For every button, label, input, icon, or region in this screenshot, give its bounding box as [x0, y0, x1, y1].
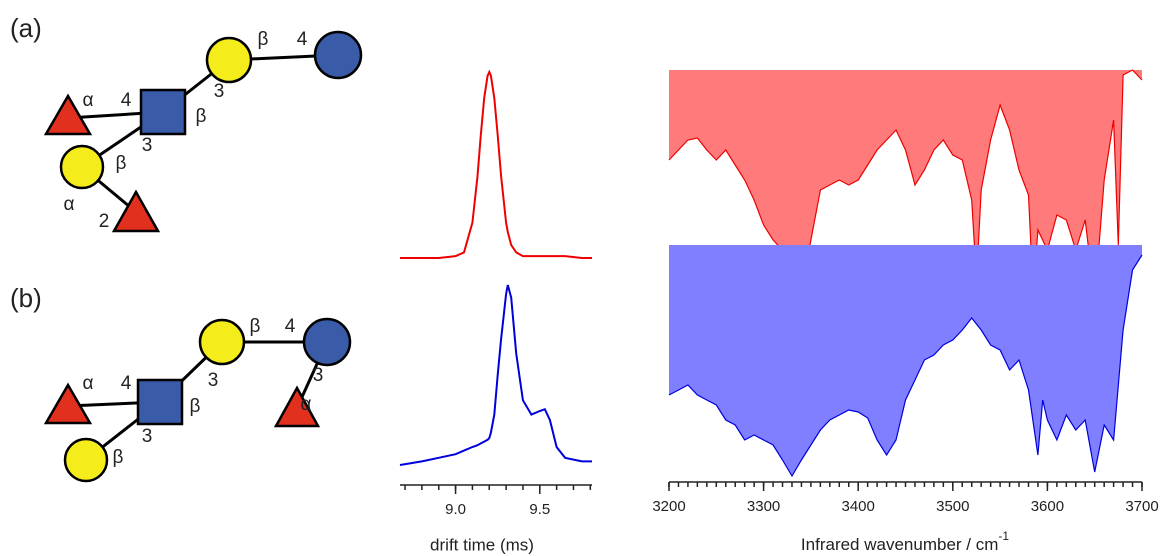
trace: [400, 69, 592, 259]
linkage: α: [83, 90, 94, 111]
galactose: [63, 437, 109, 483]
trace: [399, 284, 592, 466]
x-tick-label: 3300: [747, 498, 780, 515]
linkage: 4: [285, 316, 296, 337]
linkage: α: [64, 194, 75, 215]
linkage: 3: [313, 365, 324, 386]
glycan-b: (b) β 4 3 3 α β 4 α 3 β: [10, 283, 352, 483]
x-axis-label: drift time (ms): [430, 535, 534, 554]
linkage: 3: [214, 81, 225, 102]
galactose: [59, 144, 105, 190]
glucose: [302, 317, 352, 367]
area: [669, 245, 1142, 476]
x-tick-label: 9.0: [445, 501, 466, 518]
x-tick-label: 9.5: [529, 501, 550, 518]
x-tick-label: 3500: [936, 498, 969, 515]
glcnac: [139, 88, 187, 136]
linkage: β: [113, 447, 124, 468]
linkage: 3: [142, 135, 153, 156]
galactose: [205, 36, 253, 84]
glycan-a: (a) β 4 3 β 4 α 3 β α 2: [10, 13, 363, 233]
linkage: 4: [121, 90, 132, 111]
x-axis-label-superscript: -1: [998, 529, 1009, 543]
panel-label: (b): [10, 283, 42, 313]
fucose: [111, 189, 161, 233]
linkage: β: [250, 316, 261, 337]
x-tick-label: 3200: [652, 498, 685, 515]
linkage: β: [196, 106, 207, 127]
linkage: α: [83, 373, 94, 394]
linkage: β: [190, 396, 201, 417]
linkage: β: [258, 29, 269, 50]
glcnac: [136, 378, 184, 426]
galactose: [198, 318, 246, 366]
x-tick-label: 3400: [842, 498, 875, 515]
x-tick-label: 3600: [1031, 498, 1064, 515]
linkage: 3: [208, 370, 219, 391]
linkage: 4: [121, 373, 132, 394]
linkage: 2: [99, 211, 110, 232]
panel-label: (a): [10, 13, 42, 43]
linkage: 3: [142, 426, 153, 447]
x-tick-label: 3700: [1125, 498, 1158, 515]
linkage: α: [301, 394, 312, 415]
linkage: β: [116, 153, 127, 174]
fucose: [43, 382, 93, 425]
glucose: [313, 30, 363, 80]
fucose: [273, 385, 321, 428]
x-axis-label: Infrared wavenumber / cm-1: [801, 529, 1009, 554]
trace: [668, 69, 1143, 331]
linkage: 4: [297, 29, 308, 50]
x-axis-label-text: Infrared wavenumber / cm: [801, 535, 998, 554]
trace: [668, 254, 1143, 478]
fucose: [43, 93, 93, 136]
